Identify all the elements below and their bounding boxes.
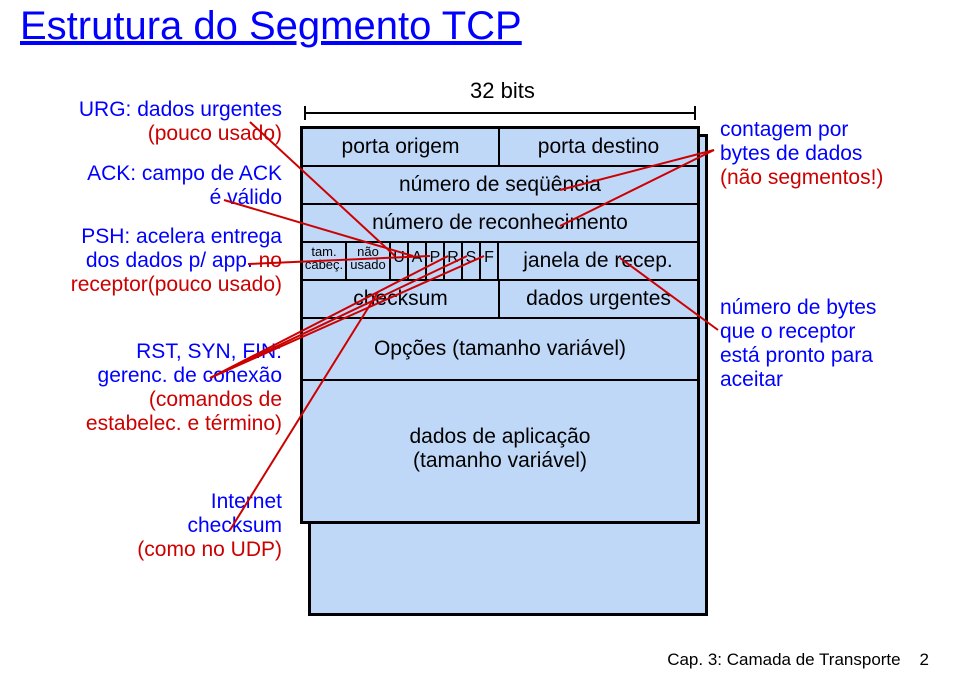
field-urgent-ptr: dados urgentes bbox=[500, 281, 697, 317]
field-checksum: checksum bbox=[303, 281, 500, 317]
right-note-0: contagem porbytes de dados(não segmentos… bbox=[712, 118, 959, 190]
left-note-2: PSH: acelera entregados dados p/ app. no… bbox=[0, 225, 290, 297]
field-seq-num: número de seqüência bbox=[303, 167, 697, 203]
page-title: Estrutura do Segmento TCP bbox=[20, 4, 522, 49]
bits-bracket bbox=[304, 106, 696, 120]
row-checksum: checksum dados urgentes bbox=[303, 281, 697, 319]
left-note-1: ACK: campo de ACKé válido bbox=[0, 162, 290, 210]
field-app-data: dados de aplicação(tamanho variável) bbox=[303, 381, 697, 521]
field-header-len: tam. cabeç. bbox=[303, 243, 347, 279]
left-note-0: URG: dados urgentes(pouco usado) bbox=[0, 98, 290, 146]
field-options: Opções (tamanho variável) bbox=[303, 319, 697, 379]
field-dst-port: porta destino bbox=[500, 129, 697, 165]
bits-width-label: 32 bits bbox=[470, 78, 535, 104]
tcp-segment: porta origem porta destino número de seq… bbox=[300, 126, 700, 524]
row-data: dados de aplicação(tamanho variável) bbox=[303, 381, 697, 521]
flag-r: R bbox=[445, 243, 463, 279]
row-flags: tam. cabeç. não usado U A P R S F janela… bbox=[303, 243, 697, 281]
footer-page: 2 bbox=[920, 650, 929, 669]
field-src-port: porta origem bbox=[303, 129, 500, 165]
flag-f: F bbox=[481, 243, 499, 279]
flag-u: U bbox=[391, 243, 409, 279]
footer-text: Cap. 3: Camada de Transporte bbox=[667, 650, 900, 669]
left-note-3: RST, SYN, FIN:gerenc. de conexão(comando… bbox=[0, 340, 290, 437]
flag-a: A bbox=[409, 243, 427, 279]
flag-s: S bbox=[463, 243, 481, 279]
footer: Cap. 3: Camada de Transporte 2 bbox=[667, 650, 929, 670]
flag-p: P bbox=[427, 243, 445, 279]
field-not-used: não usado bbox=[347, 243, 391, 279]
right-note-1: número de bytesque o receptorestá pronto… bbox=[712, 296, 959, 393]
row-options: Opções (tamanho variável) bbox=[303, 319, 697, 381]
field-window: janela de recep. bbox=[499, 243, 697, 279]
row-ports: porta origem porta destino bbox=[303, 129, 697, 167]
row-ack: número de reconhecimento bbox=[303, 205, 697, 243]
left-note-4: Internetchecksum(como no UDP) bbox=[0, 490, 290, 562]
row-seq: número de seqüência bbox=[303, 167, 697, 205]
field-ack-num: número de reconhecimento bbox=[303, 205, 697, 241]
